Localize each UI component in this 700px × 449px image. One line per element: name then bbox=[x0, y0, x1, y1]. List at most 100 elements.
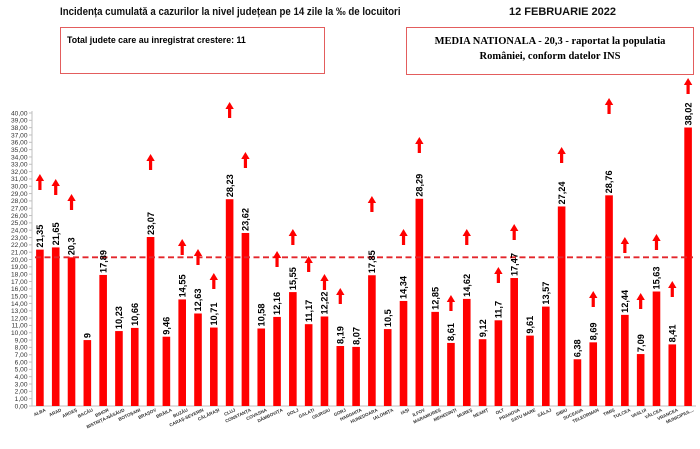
y-tick-label: 21,00 bbox=[11, 249, 28, 256]
bar bbox=[67, 257, 76, 406]
bar bbox=[352, 346, 360, 406]
arrow-up-icon bbox=[399, 229, 408, 245]
data-label: 23,07 bbox=[146, 212, 156, 235]
bar bbox=[178, 299, 186, 406]
arrow-up-icon bbox=[462, 229, 471, 245]
y-tick-label: 15,00 bbox=[11, 293, 28, 300]
y-tick-label: 27,00 bbox=[11, 206, 28, 213]
y-tick-label: 36,00 bbox=[11, 140, 28, 147]
data-label: 10,5 bbox=[383, 309, 393, 327]
bar bbox=[652, 291, 661, 406]
arrow-up-icon bbox=[652, 234, 661, 250]
arrow-up-icon bbox=[336, 288, 345, 304]
national-average-line-1: MEDIA NATIONALA - 20,3 - raportat la pop… bbox=[434, 36, 666, 47]
data-label: 8,69 bbox=[588, 322, 598, 340]
bar bbox=[257, 328, 266, 406]
y-tick-label: 1,00 bbox=[15, 396, 28, 403]
data-label: 10,71 bbox=[209, 303, 219, 326]
y-tick-label: 28,00 bbox=[11, 198, 28, 205]
arrow-up-icon bbox=[367, 196, 377, 212]
x-tick-label: GALAȚI bbox=[298, 407, 315, 419]
data-label: 14,62 bbox=[462, 274, 472, 297]
arrow-up-icon bbox=[209, 273, 219, 289]
bar bbox=[605, 195, 613, 406]
arrow-up-icon bbox=[320, 274, 329, 290]
y-tick-label: 0,00 bbox=[15, 403, 28, 410]
y-tick-label: 10,00 bbox=[11, 330, 28, 337]
arrow-up-icon bbox=[668, 281, 677, 297]
arrow-up-icon bbox=[177, 239, 187, 255]
bar bbox=[115, 331, 123, 406]
bar bbox=[510, 278, 518, 406]
y-tick-label: 33,00 bbox=[11, 162, 28, 169]
bar bbox=[225, 199, 234, 406]
data-label: 38,02 bbox=[683, 103, 693, 126]
bar bbox=[130, 327, 139, 406]
chart-title: Incidența cumulată a cazurilor la nivel … bbox=[60, 6, 401, 18]
y-tick-label: 9,00 bbox=[15, 337, 28, 344]
x-tick-label: NEAMȚ bbox=[472, 407, 489, 418]
arrow-up-icon bbox=[304, 256, 313, 272]
x-tick-label: GORJ bbox=[333, 407, 347, 417]
x-tick-label: BRĂILA bbox=[155, 406, 174, 419]
arrow-up-icon bbox=[241, 152, 250, 168]
y-tick-label: 16,00 bbox=[11, 286, 28, 293]
bar bbox=[83, 340, 92, 406]
data-label: 8,61 bbox=[446, 323, 456, 341]
arrow-up-icon bbox=[67, 194, 76, 210]
data-label: 7,09 bbox=[636, 334, 646, 352]
bar bbox=[526, 335, 534, 406]
arrow-up-icon bbox=[589, 291, 598, 307]
arrow-up-icon bbox=[415, 137, 424, 153]
x-tick-label: BACĂU bbox=[76, 406, 93, 418]
x-tick-label: DOLJ bbox=[286, 407, 299, 417]
y-tick-label: 26,00 bbox=[11, 213, 28, 220]
bar bbox=[241, 232, 250, 406]
data-label: 17,89 bbox=[98, 250, 108, 273]
y-tick-label: 8,00 bbox=[15, 345, 28, 352]
x-tick-label: BIHOR bbox=[94, 407, 110, 418]
y-tick-label: 29,00 bbox=[11, 191, 28, 198]
data-label: 10,58 bbox=[256, 304, 266, 327]
y-tick-label: 13,00 bbox=[11, 308, 28, 315]
data-label: 21,35 bbox=[35, 225, 45, 248]
arrow-up-icon bbox=[683, 78, 693, 94]
x-tick-label: OLT bbox=[495, 407, 505, 415]
arrow-up-icon bbox=[193, 249, 203, 265]
bar bbox=[36, 249, 44, 406]
x-tick-label: VASLUI bbox=[630, 407, 647, 418]
x-tick-label: TIMIȘ bbox=[602, 407, 615, 418]
x-tick-label: ARGEȘ bbox=[61, 407, 78, 419]
y-axis-ticks: 0,001,002,003,004,005,006,007,008,009,00… bbox=[11, 110, 32, 410]
y-tick-label: 11,00 bbox=[11, 323, 27, 330]
y-tick-label: 20,00 bbox=[11, 257, 28, 264]
y-tick-label: 2,00 bbox=[15, 389, 28, 396]
data-label: 10,23 bbox=[114, 306, 124, 329]
arrow-up-icon bbox=[494, 267, 503, 283]
bar bbox=[415, 198, 424, 406]
y-tick-label: 31,00 bbox=[11, 176, 28, 183]
y-tick-label: 18,00 bbox=[11, 271, 28, 278]
data-label: 20,3 bbox=[67, 237, 77, 255]
data-label: 8,41 bbox=[667, 325, 677, 343]
data-label: 8,07 bbox=[351, 327, 361, 345]
bar bbox=[399, 300, 408, 406]
data-label: 28,76 bbox=[604, 170, 614, 193]
y-tick-label: 4,00 bbox=[15, 374, 28, 381]
y-tick-label: 39,00 bbox=[11, 118, 28, 125]
y-tick-label: 37,00 bbox=[11, 132, 28, 139]
arrow-up-icon bbox=[288, 229, 298, 245]
bar bbox=[273, 316, 281, 406]
bar bbox=[210, 327, 218, 406]
data-label: 13,57 bbox=[541, 282, 551, 305]
bar bbox=[289, 292, 297, 406]
arrow-up-icon bbox=[272, 251, 282, 267]
x-tick-label: CLUJ bbox=[223, 407, 236, 417]
arrow-up-icon bbox=[557, 147, 566, 163]
bar bbox=[589, 342, 598, 406]
bar bbox=[304, 324, 313, 406]
data-label: 9,46 bbox=[162, 317, 172, 335]
y-tick-label: 14,00 bbox=[11, 301, 28, 308]
arrow-up-icon bbox=[636, 293, 645, 309]
bar bbox=[368, 275, 376, 406]
